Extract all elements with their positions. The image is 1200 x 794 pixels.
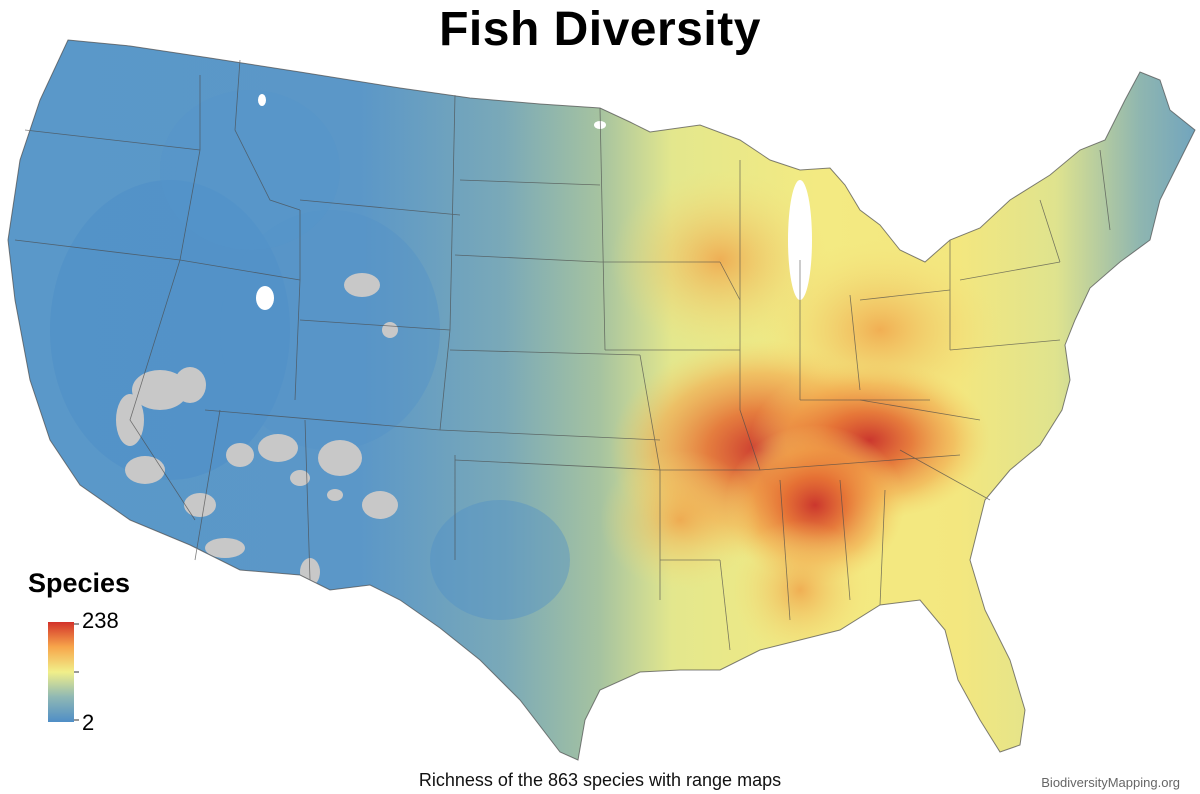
state-borders: [7, 39, 1196, 761]
source-credit: BiodiversityMapping.org: [1041, 775, 1180, 790]
map-caption: Richness of the 863 species with range m…: [418, 770, 782, 790]
legend-min-label: 2: [82, 710, 95, 735]
legend-title: Species: [28, 568, 131, 598]
lakes: [256, 94, 812, 310]
legend-color-bar: [48, 622, 74, 722]
map-title: Fish Diversity: [439, 3, 761, 56]
legend-max-label: 238: [82, 608, 119, 633]
